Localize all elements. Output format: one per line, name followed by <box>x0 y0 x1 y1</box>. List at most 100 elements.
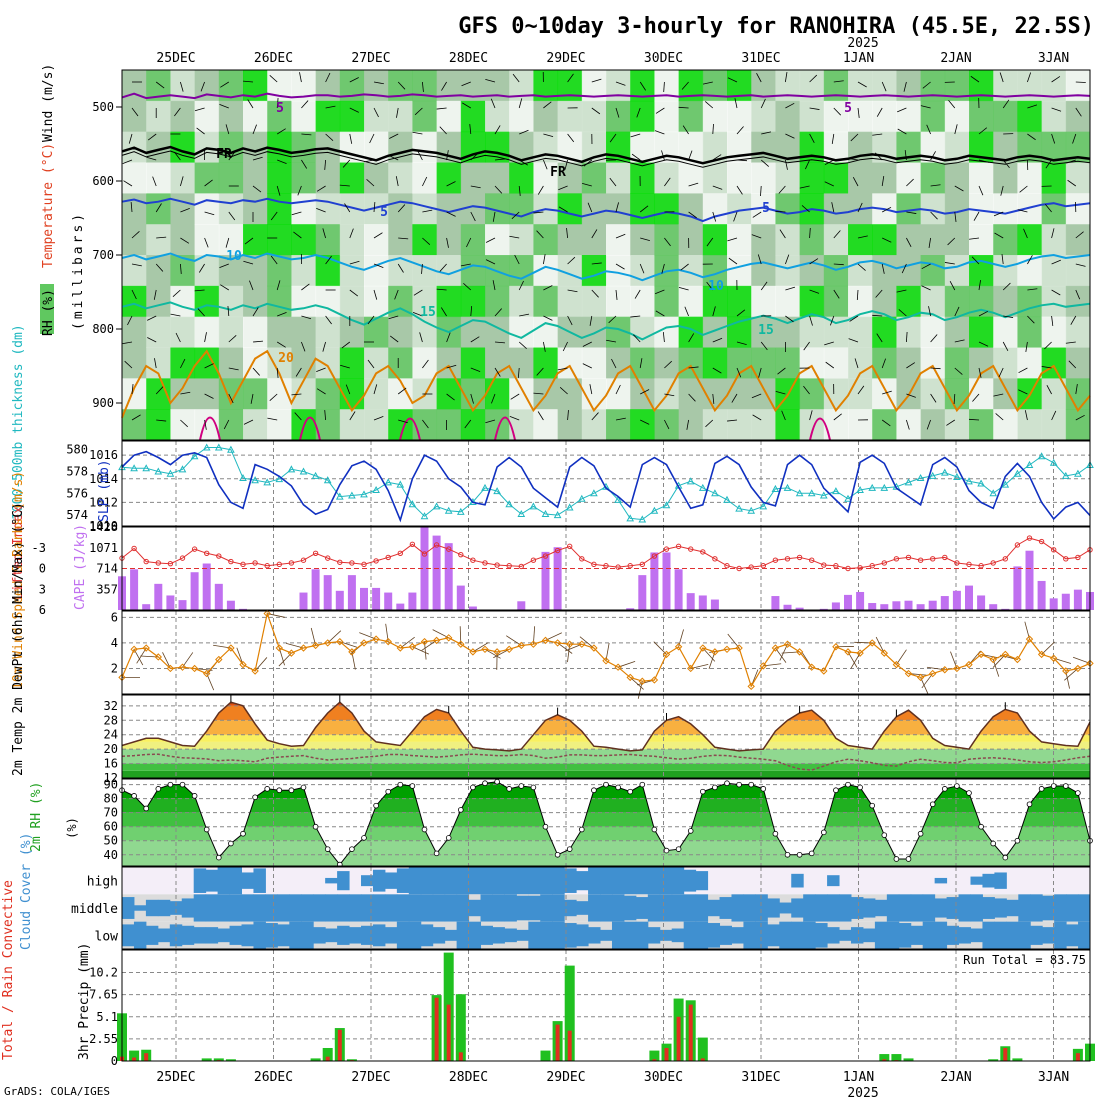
wind-barb <box>978 185 984 196</box>
lifted-index-point <box>700 549 706 555</box>
rh-point <box>542 823 549 830</box>
wind-10m-point <box>747 682 755 691</box>
wind-barb <box>712 185 723 190</box>
precip-total-bar <box>879 1054 890 1061</box>
wind-barb <box>1019 185 1028 193</box>
wind-barb <box>250 393 254 404</box>
lifted-index-point <box>966 561 972 568</box>
wind-10m-barb <box>339 641 358 648</box>
rh-cell <box>920 316 946 348</box>
wind-10m-barb <box>992 659 1000 677</box>
rh-cell <box>146 255 171 287</box>
cloud-cell-middle <box>839 894 852 922</box>
wind-barb <box>1018 389 1028 395</box>
rh-cell <box>969 409 994 441</box>
rh-cell <box>388 100 413 133</box>
wind-barb <box>972 393 980 402</box>
wind-barb <box>978 367 982 378</box>
wind-10m-barb <box>133 649 144 666</box>
cloud-cell-middle <box>815 894 828 922</box>
cape-bar <box>674 569 683 610</box>
rh-cell <box>364 285 389 318</box>
precip-convective-bar <box>700 1058 705 1061</box>
wind-barb <box>349 107 359 113</box>
wind-10m-point <box>771 644 780 652</box>
wind-barb <box>876 333 883 343</box>
wind-barb <box>801 205 810 213</box>
temperature-contour-25 <box>299 416 321 441</box>
wind-barb <box>225 124 230 135</box>
date-label-top: 3JAN <box>1038 51 1069 66</box>
rh-point <box>240 830 246 837</box>
cape-bar <box>638 575 647 610</box>
date-label-bottom: 29DEC <box>546 1070 585 1085</box>
wind-barb <box>417 150 423 161</box>
wind-barb <box>509 416 520 421</box>
cloud-cell-middle <box>313 894 326 922</box>
wind-barb <box>664 393 675 397</box>
cloud-row-label: high <box>87 875 118 890</box>
wind-barb <box>1075 263 1086 267</box>
thickness-tick-label: 578 <box>66 465 88 479</box>
wind-barb <box>243 260 254 265</box>
precip-tick-label: 0 <box>111 1054 118 1068</box>
wind-10m-point <box>759 662 768 670</box>
cloud-cell-middle <box>528 895 541 921</box>
wind-barb <box>519 129 529 135</box>
slp-tick-label: 1010 <box>89 519 118 533</box>
wind-barb <box>1051 259 1061 265</box>
wind-barb <box>147 133 157 141</box>
rh-cell <box>751 255 776 287</box>
rh-cell <box>509 224 534 256</box>
thickness-point <box>819 491 828 499</box>
cloud-cell-low <box>898 923 912 948</box>
wind-10m-point <box>723 645 731 654</box>
wind-barb <box>906 331 908 343</box>
wind-barb <box>785 102 795 109</box>
cloud-cell-middle <box>994 898 1007 918</box>
wind-barb <box>180 237 190 244</box>
rh-point <box>566 846 573 852</box>
contour-label: 5 <box>844 101 852 116</box>
wind-10m-barb <box>678 629 684 647</box>
contour-label: 10 <box>226 249 242 264</box>
rh-cell <box>654 285 680 318</box>
wind-barb <box>727 77 738 83</box>
rh-point <box>833 787 839 794</box>
cape-bar <box>323 575 332 610</box>
rh-cell <box>364 100 389 133</box>
rh-cell <box>775 255 801 287</box>
lifted-index-point <box>615 564 621 570</box>
cape-bar <box>384 592 393 610</box>
precip-convective-bar <box>652 1059 657 1061</box>
rh-2m-series <box>119 779 1093 868</box>
lifted-index-point <box>167 560 174 567</box>
rh-cell <box>146 409 171 441</box>
lifted-index-point <box>361 561 367 568</box>
cloud-cell-middle <box>444 894 458 922</box>
wind-barb <box>485 259 496 265</box>
cloud-cell-middle <box>552 894 565 922</box>
wind-barb <box>175 332 181 343</box>
wind-barb <box>777 367 786 375</box>
cloud-cell-high <box>504 867 517 895</box>
date-label-bottom: 25DEC <box>156 1070 195 1085</box>
wind-barb <box>978 159 989 163</box>
wind-barb <box>928 237 931 248</box>
rh-point <box>941 786 948 792</box>
wind-barb <box>567 315 573 326</box>
cape-bar <box>432 535 441 610</box>
precip-total-bar <box>540 1050 551 1061</box>
precip-convective-bar <box>664 1047 669 1061</box>
rh-cell <box>581 409 607 441</box>
wind-barb <box>388 315 399 320</box>
temp-tick-label: 32 <box>104 699 118 713</box>
lifted-index-point <box>1002 556 1008 562</box>
rh-point <box>905 856 912 862</box>
wind-barb <box>872 133 883 136</box>
rh-cell <box>775 285 801 318</box>
precip-total-bar <box>649 1050 660 1061</box>
rh-cell <box>799 224 825 256</box>
thickness-point <box>541 509 550 518</box>
